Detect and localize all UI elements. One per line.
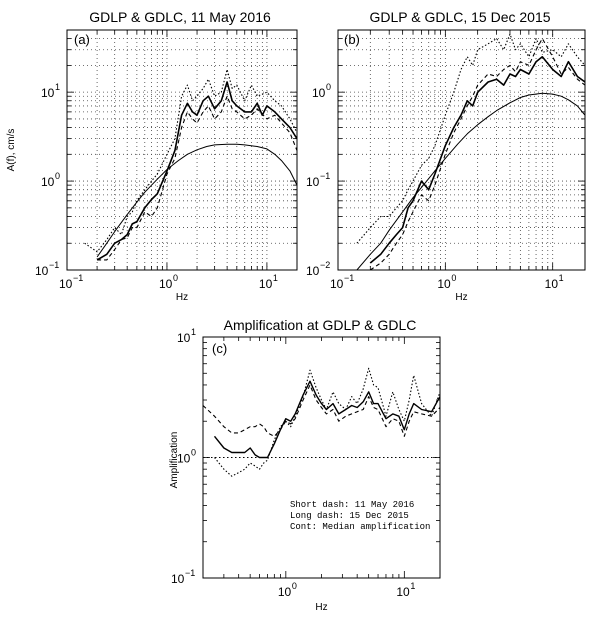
x-tick-label-exp: 1 <box>273 273 278 283</box>
series-line-b-0 <box>369 55 585 264</box>
chart-title-a: GDLP & GDLC, 11 May 2016 <box>89 9 271 25</box>
x-tick-label: 10 <box>159 277 173 291</box>
x-tick-label-exp: 0 <box>292 581 297 591</box>
x-tick-label-exp: 0 <box>173 273 178 283</box>
x-tick-label: 10 <box>437 277 451 291</box>
y-tick-label-exp: 1 <box>55 82 60 92</box>
y-tick-label: 10 <box>41 86 55 100</box>
x-tick-label: 10 <box>278 585 292 599</box>
y-tick-label-exp: −1 <box>185 568 195 578</box>
y-tick-label-exp: 1 <box>191 327 196 337</box>
grid-a <box>67 30 297 270</box>
panel-label-b: (b) <box>344 32 360 47</box>
y-tick-label-exp: −1 <box>320 171 330 181</box>
x-tick-label-exp: 1 <box>559 273 564 283</box>
ticks-b <box>337 29 586 271</box>
x-axis-label-a: Hz <box>176 292 188 303</box>
plot-frame-c <box>202 336 441 579</box>
y-tick-label-exp: 0 <box>191 448 196 458</box>
series-line-a-3 <box>96 143 297 258</box>
series-line-a-1 <box>84 68 297 253</box>
series-line-b-3 <box>356 92 585 270</box>
y-tick-label: 10 <box>306 264 320 278</box>
y-tick-label-exp: 0 <box>326 82 331 92</box>
panel-c: 10 0 10 110 −110 010 1 Amplification at GDLP & … <box>169 317 441 613</box>
y-tick-label: 10 <box>177 452 191 466</box>
y-tick-label: 10 <box>306 175 320 189</box>
y-tick-label-exp: 0 <box>55 171 60 181</box>
x-axis-label-b: Hz <box>455 292 467 303</box>
x-tick-label-exp: 0 <box>451 273 456 283</box>
chart-title-b: GDLP & GDLC, 15 Dec 2015 <box>369 9 550 25</box>
x-tick-label-exp: 1 <box>410 581 415 591</box>
y-axis-label-c: Amplification <box>169 432 180 489</box>
x-tick-label-exp: −1 <box>73 273 83 283</box>
plot-frame-b <box>337 29 586 271</box>
x-tick-label-exp: −1 <box>344 273 354 283</box>
panel-label-c: (c) <box>212 341 227 356</box>
y-tick-label-exp: −1 <box>49 260 59 270</box>
y-axis-label-a: A(f), cm/s <box>6 129 17 172</box>
legend-entry: Short dash: 11 May 2016 <box>290 500 414 510</box>
series-line-a-2 <box>97 95 297 261</box>
series-line-b-2 <box>369 38 585 270</box>
legend-entry: Cont: Median amplification <box>290 522 430 532</box>
grid-b <box>338 30 585 270</box>
series-line-c-0 <box>213 380 440 459</box>
plot-frame-a <box>66 29 298 271</box>
chart-title-c: Amplification at GDLP & GDLC <box>224 317 417 333</box>
y-tick-label: 10 <box>171 572 185 586</box>
x-tick-label: 10 <box>396 585 410 599</box>
x-tick-label: 10 <box>259 277 273 291</box>
y-tick-label-exp: −2 <box>320 260 330 270</box>
x-tick-label: 10 <box>545 277 559 291</box>
y-tick-label: 10 <box>41 175 55 189</box>
y-tick-label: 10 <box>177 331 191 345</box>
x-tick-label: 10 <box>59 277 73 291</box>
x-axis-label-c: Hz <box>315 602 327 613</box>
x-tick-label: 10 <box>330 277 344 291</box>
panel-label-a: (a) <box>74 32 90 47</box>
y-tick-label: 10 <box>312 86 326 100</box>
series-line-c-2 <box>203 384 440 437</box>
y-tick-label: 10 <box>35 264 49 278</box>
legend-entry: Long dash: 15 Dec 2015 <box>290 511 409 521</box>
